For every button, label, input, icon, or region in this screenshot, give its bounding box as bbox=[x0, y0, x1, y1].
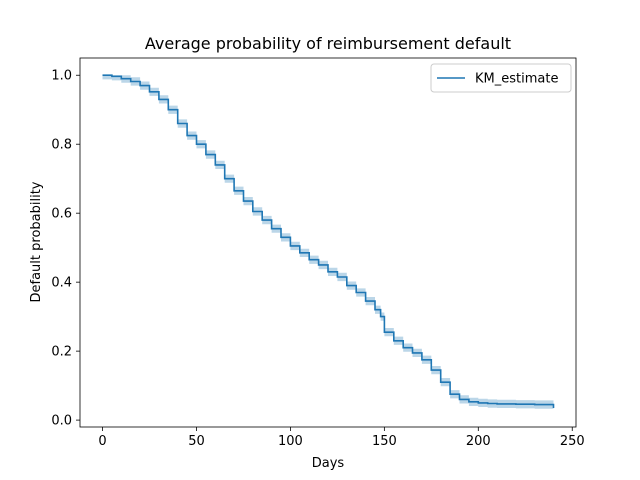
y-tick-label: 0.2 bbox=[51, 345, 72, 360]
axes-frame bbox=[79, 57, 577, 428]
x-tick-label: 150 bbox=[372, 434, 397, 449]
x-tick-label: 200 bbox=[466, 434, 491, 449]
y-tick-label: 1.0 bbox=[51, 69, 72, 84]
confidence-band bbox=[102, 75, 554, 413]
x-tick-label: 100 bbox=[278, 434, 303, 449]
x-tick-label: 0 bbox=[98, 434, 106, 449]
x-tick-label: 250 bbox=[560, 434, 585, 449]
legend: KM_estimate bbox=[430, 63, 572, 93]
y-tick-label: 0.8 bbox=[51, 138, 72, 153]
x-axis-ticks: 0 50 100 150 200 250 bbox=[98, 427, 585, 449]
plot-area bbox=[79, 57, 577, 428]
y-tick-label: 0.0 bbox=[51, 414, 72, 429]
y-tick-label: 0.6 bbox=[51, 207, 72, 222]
series-line-km-estimate bbox=[102, 74, 555, 408]
legend-box bbox=[430, 63, 572, 93]
chart-title: Average probability of reimbursement def… bbox=[145, 34, 511, 53]
y-tick-label: 0.4 bbox=[51, 276, 72, 291]
y-axis-ticks: 0.0 0.2 0.4 0.6 0.8 1.0 bbox=[51, 69, 80, 429]
x-tick-label: 50 bbox=[188, 434, 205, 449]
legend-label: KM_estimate bbox=[475, 72, 558, 87]
y-axis-label: Default probability bbox=[29, 181, 44, 302]
x-axis-label: Days bbox=[312, 456, 345, 471]
